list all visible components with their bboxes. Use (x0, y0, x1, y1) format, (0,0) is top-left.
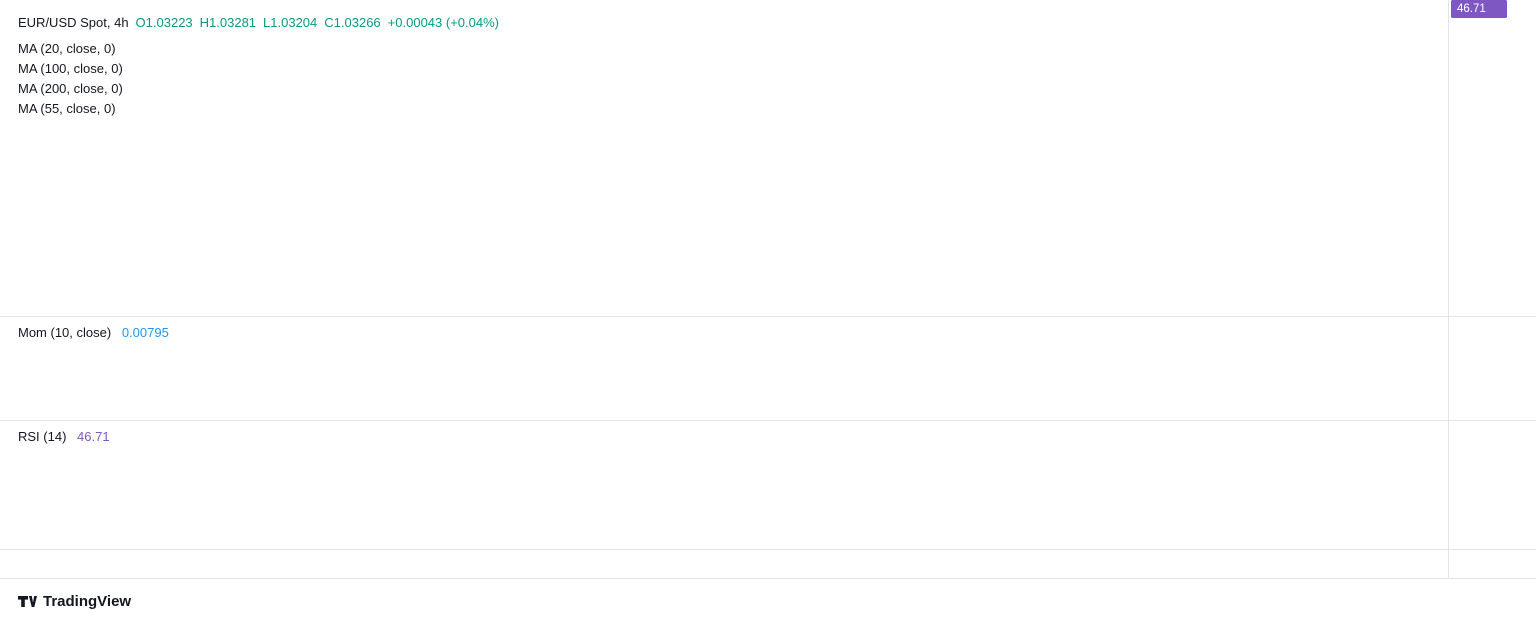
price-axis[interactable]: 1.03266 0.00795 46.71 (1449, 0, 1536, 578)
price-chart-canvas[interactable] (0, 0, 1448, 549)
symbol-legend[interactable]: EUR/USD Spot, 4h O1.03223 H1.03281 L1.03… (18, 14, 499, 31)
ohlc-open: O1.03223 (135, 15, 193, 30)
tradingview-logo[interactable]: TradingView (18, 592, 131, 611)
panel-separator-momentum[interactable] (0, 316, 1536, 317)
ma-100-legend[interactable]: MA (100, close, 0) (18, 61, 123, 76)
ohlc-low: L1.03204 (263, 15, 318, 30)
ma-200-legend[interactable]: MA (200, close, 0) (18, 81, 123, 96)
tradingview-wordmark: TradingView (43, 593, 132, 610)
symbol-title: EUR/USD Spot, 4h (18, 15, 129, 30)
ma-20-legend[interactable]: MA (20, close, 0) (18, 41, 116, 56)
ohlc-high: H1.03281 (199, 15, 257, 30)
time-axis[interactable] (0, 549, 1536, 578)
footer: TradingView (0, 578, 1536, 626)
rsi-legend[interactable]: RSI (14) 46.71 (18, 428, 110, 445)
rsi-label: RSI (14) (18, 429, 67, 444)
ohlc-close: C1.03266 (324, 15, 381, 30)
ohlc-change: +0.00043 (+0.04%) (387, 15, 499, 30)
momentum-label: Mom (10, close) (18, 325, 112, 340)
tradingview-mark-icon (18, 596, 37, 607)
ma-55-legend[interactable]: MA (55, close, 0) (18, 101, 116, 116)
panel-separator-rsi[interactable] (0, 420, 1536, 421)
axis-separator (1448, 0, 1449, 578)
momentum-legend[interactable]: Mom (10, close) 0.00795 (18, 324, 169, 341)
momentum-value: 0.00795 (121, 325, 169, 340)
rsi-value: 46.71 (77, 429, 110, 444)
rsi-badge: 46.71 (1451, 0, 1507, 18)
